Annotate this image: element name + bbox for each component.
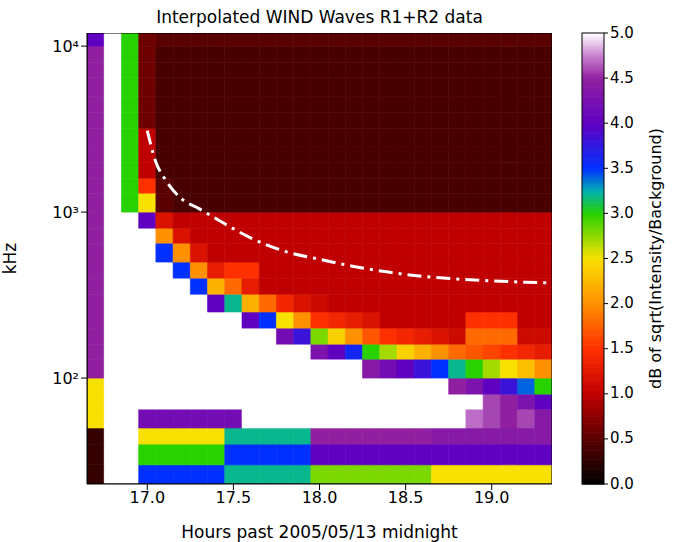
svg-text:10⁴: 10⁴ [52,37,79,56]
svg-text:kHz: kHz [0,243,20,275]
svg-text:3.5: 3.5 [610,159,634,177]
svg-text:dB of sqrt(Intensity/Backgroun: dB of sqrt(Intensity/Background) [646,128,665,389]
svg-text:0.5: 0.5 [610,429,634,447]
svg-text:2.0: 2.0 [610,294,634,312]
html-text:Interpolated WIND Waves R1+R2: Interpolated WIND Waves R1+R2 data [156,7,483,27]
svg-text:1.5: 1.5 [610,339,634,357]
svg-text:10²: 10² [52,369,79,388]
svg-text:1.0: 1.0 [610,384,634,402]
svg-text:18.5: 18.5 [388,488,424,507]
svg-text:19.0: 19.0 [474,488,510,507]
svg-text:2.5: 2.5 [610,249,634,267]
svg-text:17.0: 17.0 [129,488,165,507]
svg-text:17.5: 17.5 [216,488,252,507]
svg-text:0.0: 0.0 [610,475,634,493]
svg-text:10³: 10³ [52,203,79,222]
svg-text:Hours past 2005/05/13 midnight: Hours past 2005/05/13 midnight [181,522,458,542]
svg-text:4.0: 4.0 [610,114,634,132]
svg-text:3.0: 3.0 [610,204,634,222]
svg-text:18.0: 18.0 [302,488,338,507]
svg-text:5.0: 5.0 [610,24,634,42]
svg-text:4.5: 4.5 [610,69,634,87]
